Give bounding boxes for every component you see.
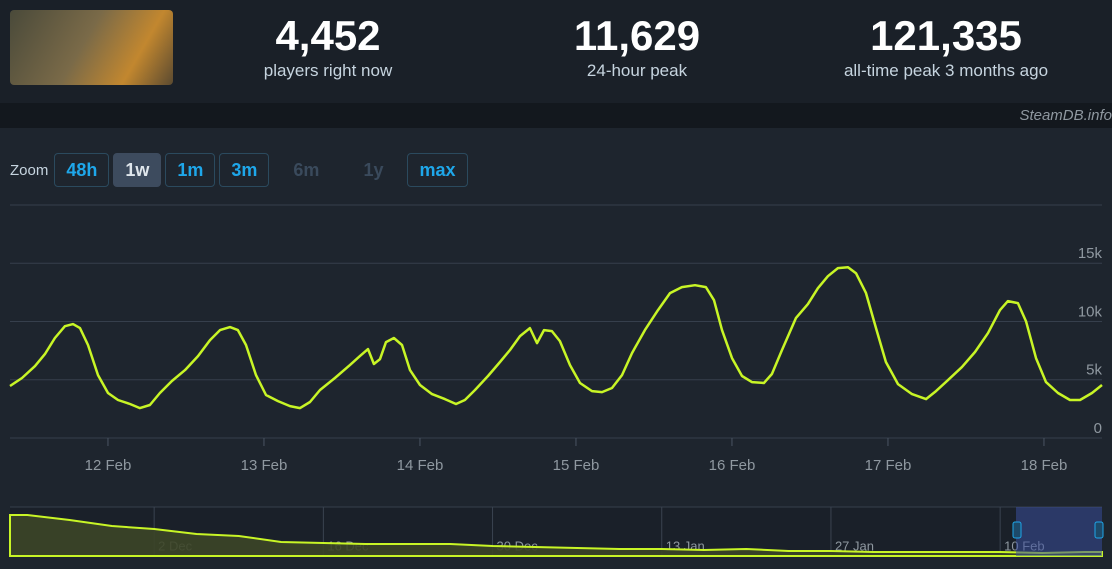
zoom-button: 6m <box>281 153 331 187</box>
zoom-button: 1y <box>351 153 395 187</box>
zoom-button[interactable]: 48h <box>54 153 110 187</box>
navigator-handle <box>1094 521 1104 539</box>
stat: 11,629 24-hour peak <box>487 12 787 82</box>
player-line <box>9 265 1103 410</box>
zoom-button[interactable]: max <box>407 153 468 187</box>
y-tick-label: 5k <box>1086 362 1102 379</box>
x-tick-label: 12 Feb <box>85 457 132 474</box>
x-tick-label: 15 Feb <box>553 457 600 474</box>
x-tick-label: 13 Feb <box>241 457 288 474</box>
chart: 0 5k 10k 15k 12 Feb 13 Feb 14 Feb 15 Feb 16 Feb 1… <box>9 204 1104 557</box>
watermark: SteamDB.info <box>1019 107 1112 124</box>
game-image <box>10 10 173 85</box>
zoom-button[interactable]: 3m <box>219 153 270 187</box>
zoom-button[interactable]: 1w <box>113 153 162 187</box>
navigator-handle <box>1012 521 1022 539</box>
zoom-bar: Zoom 48h 1w 1m 3m 6m 1y max <box>10 153 472 187</box>
y-tick-label: 15k <box>1078 245 1103 262</box>
stat: 121,335 all-time peak 3 months ago <box>796 12 1096 82</box>
zoom-button[interactable]: 1m <box>165 153 216 187</box>
stat-label: 24-hour peak <box>586 61 688 80</box>
stat-label: all-time peak 3 months ago <box>843 61 1049 80</box>
header: 4,452 players right now 11,629 24-hour pea… <box>0 0 1112 103</box>
stat-value: 11,629 <box>573 12 701 59</box>
stat: 4,452 players right now <box>178 12 478 82</box>
y-tick-label: 10k <box>1078 303 1103 320</box>
navigator-window <box>1016 507 1102 556</box>
zoom-label: Zoom <box>10 161 49 179</box>
x-tick-label: 18 Feb <box>1021 457 1068 474</box>
x-tick-label: 14 Feb <box>397 457 444 474</box>
navigator-area <box>9 514 1103 557</box>
x-tick-label: 17 Feb <box>865 457 912 474</box>
navigator-label: 27 Jan <box>835 538 874 553</box>
stat-value: 121,335 <box>870 12 1022 59</box>
y-tick-label: 0 <box>1094 420 1102 437</box>
x-tick-label: 16 Feb <box>709 457 756 474</box>
stat-label: players right now <box>263 61 393 80</box>
strip <box>0 103 1112 128</box>
stat-value: 4,452 <box>275 12 381 59</box>
